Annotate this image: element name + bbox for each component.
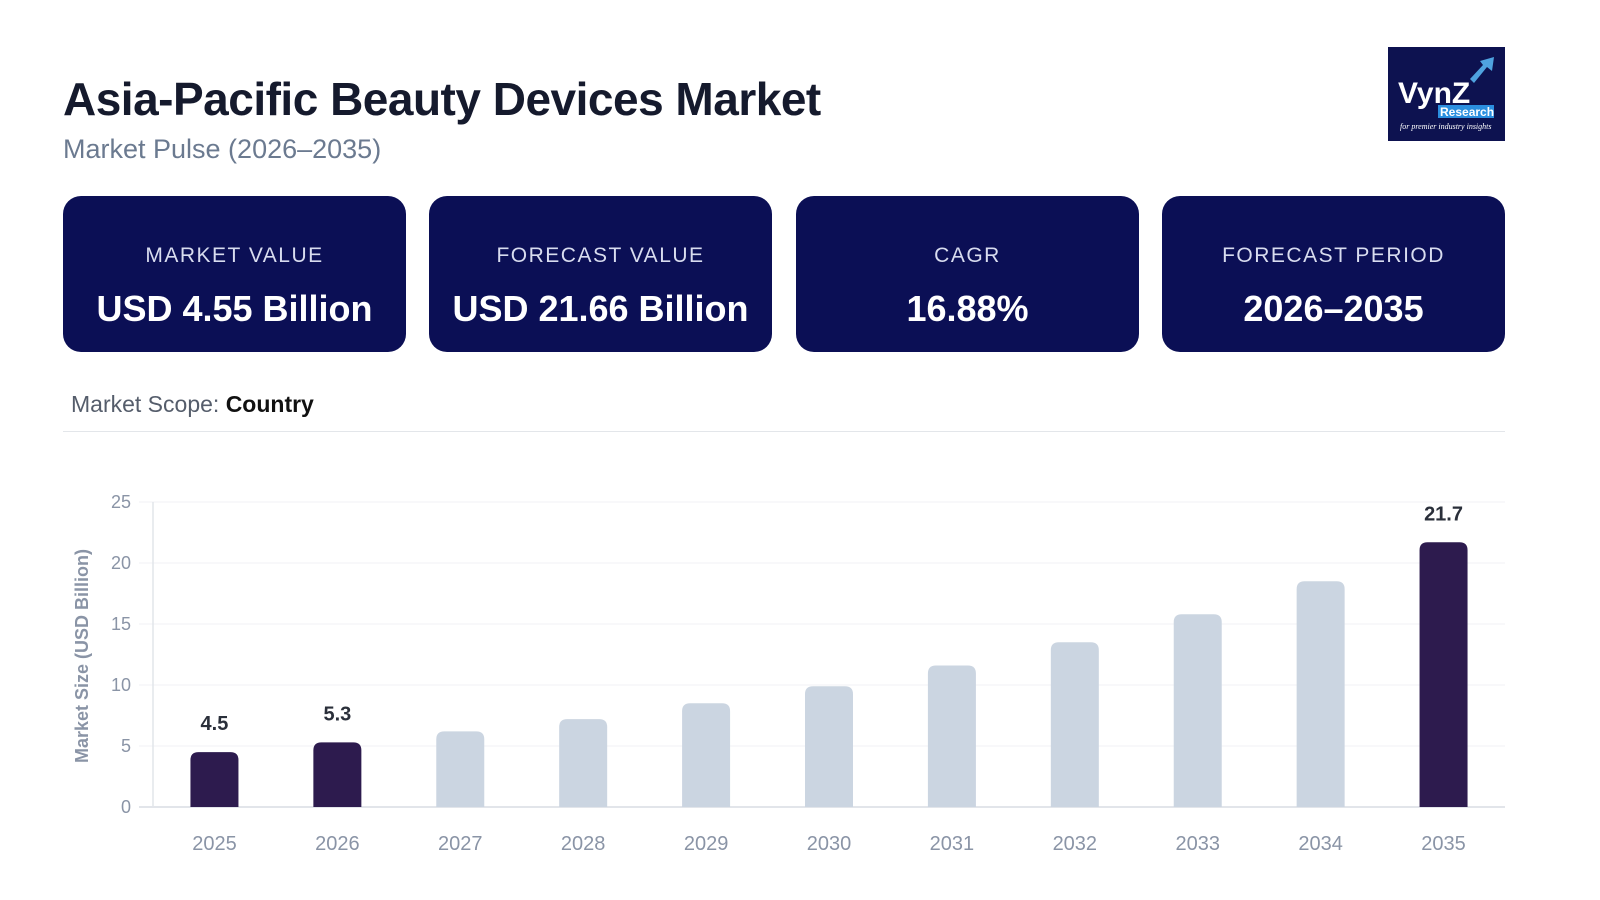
bar-2025: [190, 752, 239, 807]
bar-2027: [436, 731, 485, 807]
card-value: 16.88%: [906, 288, 1029, 329]
bar-2034: [1296, 581, 1345, 807]
card-label: MARKET VALUE: [145, 244, 324, 267]
card-value: USD 21.66 Billion: [452, 288, 749, 329]
market-value-card: MARKET VALUE USD 4.55 Billion: [63, 196, 406, 352]
x-tick-label: 2025: [192, 833, 237, 855]
market-scope: Market Scope: Country: [71, 391, 314, 418]
y-ticks: 0 5 10 15 20 25: [111, 492, 131, 817]
y-tick-label: 25: [111, 492, 131, 512]
x-tick-label: 2034: [1298, 833, 1343, 855]
y-axis-label: Market Size (USD Billion): [72, 549, 92, 763]
data-label: 5.3: [323, 703, 351, 725]
x-tick-label: 2032: [1053, 833, 1098, 855]
x-tick-label: 2031: [930, 833, 975, 855]
x-tick-label: 2027: [438, 833, 483, 855]
vynz-research-logo: VynZ Research for premier industry insig…: [1388, 47, 1505, 141]
x-tick-label: 2029: [684, 833, 729, 855]
bar-2031: [927, 665, 976, 807]
x-tick-label: 2033: [1175, 833, 1220, 855]
card-value: 2026–2035: [1243, 288, 1424, 329]
x-ticks: 2025 2026 2027 2028 2029 2030 2031 2032 2033 2034…: [192, 833, 1466, 855]
scope-value: Country: [225, 391, 314, 417]
bar-2035: [1419, 542, 1468, 807]
cagr-card: CAGR 16.88%: [796, 196, 1139, 352]
x-tick-label: 2030: [807, 833, 852, 855]
bar-2026: [313, 742, 362, 807]
data-label: 21.7: [1424, 503, 1463, 525]
svg-text:VynZ: VynZ: [1398, 77, 1470, 110]
card-value: USD 4.55 Billion: [96, 288, 373, 329]
divider: [63, 431, 1505, 432]
page-title: Asia-Pacific Beauty Devices Market: [63, 73, 821, 125]
x-tick-label: 2035: [1421, 833, 1466, 855]
card-label: FORECAST PERIOD: [1222, 244, 1445, 267]
scope-label: Market Scope:: [71, 391, 220, 417]
bars: 4.5 5.3 21.7: [190, 503, 1468, 807]
card-label: CAGR: [934, 244, 1001, 267]
data-label: 4.5: [201, 713, 229, 735]
page-subtitle: Market Pulse (2026–2035): [63, 134, 382, 164]
bar-2029: [682, 703, 731, 807]
svg-text:Research: Research: [1440, 105, 1494, 119]
forecast-period-card: FORECAST PERIOD 2026–2035: [1162, 196, 1505, 352]
bar-2033: [1173, 614, 1222, 807]
forecast-value-card: FORECAST VALUE USD 21.66 Billion: [429, 196, 772, 352]
y-tick-label: 10: [111, 675, 131, 695]
bar-2032: [1050, 642, 1099, 807]
svg-text:for premier industry insights: for premier industry insights: [1400, 122, 1491, 131]
bar-2030: [805, 686, 853, 807]
y-tick-label: 15: [111, 614, 131, 634]
x-tick-label: 2026: [315, 833, 360, 855]
card-label: FORECAST VALUE: [496, 244, 705, 267]
x-tick-label: 2028: [561, 833, 606, 855]
y-tick-label: 5: [121, 736, 131, 756]
y-tick-label: 20: [111, 553, 131, 573]
y-tick-label: 0: [121, 797, 131, 817]
bar-2028: [559, 719, 608, 807]
